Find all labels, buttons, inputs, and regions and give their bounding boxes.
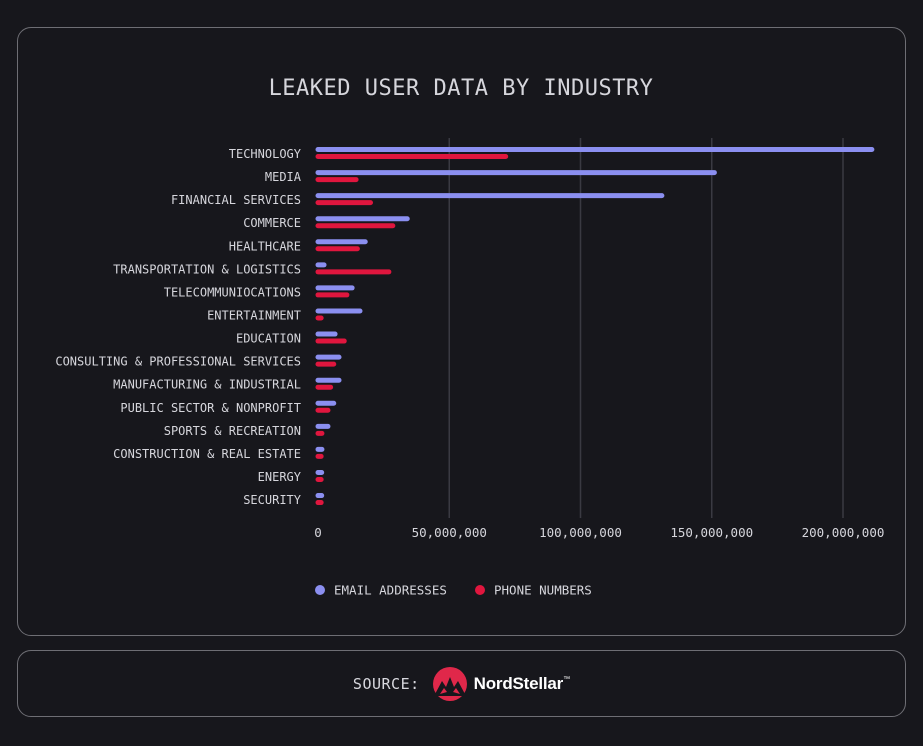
brand-name: NordStellar [473, 673, 564, 693]
category-label: MANUFACTURING & INDUSTRIAL [113, 378, 301, 392]
category-label: FINANCIAL SERVICES [171, 193, 301, 207]
category-label: COMMERCE [243, 216, 301, 230]
category-label: TRANSPORTATION & LOGISTICS [113, 262, 301, 276]
category-label: ENTERTAINMENT [207, 308, 301, 322]
x-tick-label: 100,000,000 [539, 525, 622, 540]
category-label: HEALTHCARE [229, 239, 301, 253]
nordstellar-logo-icon [432, 666, 467, 701]
source-row: SOURCE: NordStellar ™ [18, 651, 905, 716]
legend-phone-label: PHONE NUMBERS [494, 583, 592, 598]
category-label: MEDIA [265, 170, 302, 184]
category-label: ENERGY [258, 470, 302, 484]
legend-phone-swatch [475, 585, 485, 595]
brand-logo[interactable]: NordStellar ™ [432, 666, 570, 702]
legend-email-swatch [315, 585, 325, 595]
x-tick-label: 150,000,000 [670, 525, 753, 540]
x-tick-label: 50,000,000 [412, 525, 487, 540]
chart-card: LEAKED USER DATA BY INDUSTRY TECHNOLOGY ME… [17, 27, 906, 636]
category-label: TELECOMMUNIOCATIONS [164, 285, 301, 299]
category-label: SECURITY [243, 493, 302, 507]
chart-title: LEAKED USER DATA BY INDUSTRY [269, 76, 654, 101]
category-label: TECHNOLOGY [229, 147, 302, 161]
source-card: SOURCE: NordStellar ™ [17, 650, 906, 717]
trademark-mark: ™ [563, 676, 571, 683]
legend-email-label: EMAIL ADDRESSES [334, 583, 447, 598]
bar-chart: LEAKED USER DATA BY INDUSTRY TECHNOLOGY ME… [55, 76, 885, 598]
category-label: SPORTS & RECREATION [164, 424, 301, 438]
category-label: CONSTRUCTION & REAL ESTATE [113, 447, 301, 461]
x-tick-label: 200,000,000 [802, 525, 885, 540]
category-label: EDUCATION [236, 332, 301, 346]
category-label: PUBLIC SECTOR & NONPROFIT [120, 401, 301, 415]
source-label: SOURCE: [352, 674, 420, 693]
x-tick-label: 0 [314, 525, 322, 540]
category-label: CONSULTING & PROFESSIONAL SERVICES [55, 355, 301, 369]
